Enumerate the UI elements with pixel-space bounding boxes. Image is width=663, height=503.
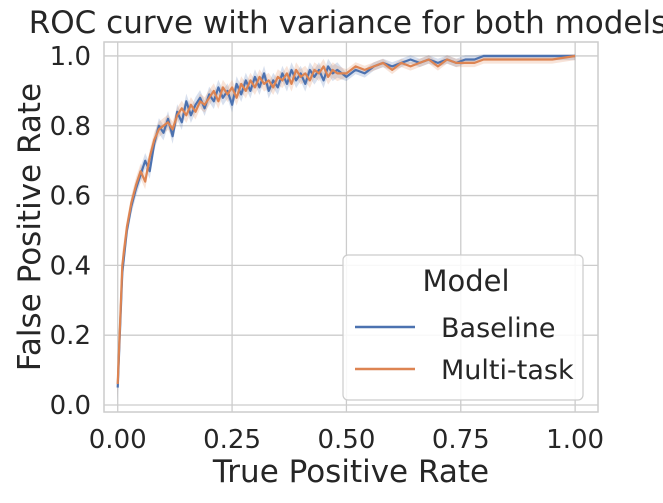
legend-title: Model bbox=[422, 264, 509, 298]
y-tick-label: 0.2 bbox=[50, 321, 91, 351]
y-tick-label: 0.4 bbox=[50, 251, 91, 281]
legend-box bbox=[342, 254, 584, 401]
x-tick-label: 0.75 bbox=[432, 425, 490, 455]
y-tick-label: 0.8 bbox=[50, 112, 91, 142]
legend-label: Multi-task bbox=[441, 355, 574, 386]
tick-labels: 0.00 0.25 0.50 0.75 1.00 0.0 0.2 0.4 0.6 0.8 1.0 bbox=[50, 42, 604, 455]
legend-items: Baseline Multi-task bbox=[355, 313, 574, 386]
x-tick-label: 0.00 bbox=[89, 425, 147, 455]
legend-label: Baseline bbox=[441, 313, 555, 344]
x-tick-label: 0.50 bbox=[317, 425, 375, 455]
y-axis-label: False Positive Rate bbox=[12, 83, 48, 371]
y-tick-label: 0.0 bbox=[50, 391, 91, 421]
series-lines bbox=[116, 54, 576, 388]
y-tick-label: 1.0 bbox=[50, 42, 91, 72]
series-line bbox=[116, 54, 576, 385]
x-axis-label: True Positive Rate bbox=[212, 454, 489, 490]
x-tick-label: 1.00 bbox=[546, 425, 604, 455]
y-tick-label: 0.6 bbox=[50, 182, 91, 212]
chart-title: ROC curve with variance for both models bbox=[29, 5, 663, 41]
plot-frame bbox=[103, 41, 599, 413]
x-tick-label: 0.25 bbox=[203, 425, 261, 455]
legend: Model Baseline Multi-task bbox=[342, 254, 584, 401]
